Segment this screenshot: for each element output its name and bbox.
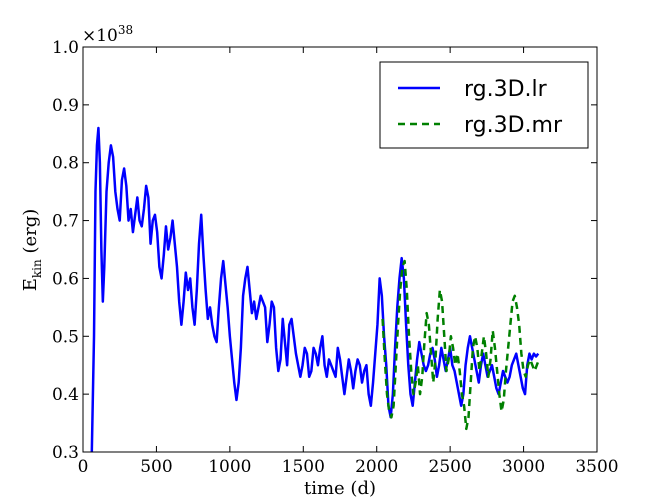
series-layer (90, 126, 541, 452)
y-tick-label: 0.6 (52, 269, 79, 289)
y-tick-label: 0.7 (52, 212, 79, 232)
x-tick-label: 1000 (208, 457, 251, 477)
legend-label-rg-3d-mr: rg.3D.mr (464, 113, 563, 138)
y-axis: 0.3 0.4 0.5 0.6 0.7 0.8 0.9 1.0 (52, 38, 597, 463)
x-axis-label: time (d) (304, 478, 376, 499)
y-tick-label: 0.9 (52, 96, 79, 116)
x-axis: 0 500 1000 1500 2000 2500 3000 3500 (78, 47, 619, 477)
y-tick-label: 0.4 (52, 385, 79, 405)
legend: rg.3D.lr rg.3D.mr (379, 61, 589, 149)
y-tick-label: 0.8 (52, 154, 79, 174)
y-tick-label: 0.5 (52, 327, 79, 347)
plot-frame (82, 46, 598, 453)
x-tick-label: 1500 (282, 457, 325, 477)
legend-label-rg-3d-lr: rg.3D.lr (464, 77, 548, 102)
x-tick-label: 0 (78, 457, 89, 477)
y-axis-label: Ekin (erg) (20, 209, 44, 292)
x-tick-label: 2500 (429, 457, 472, 477)
y-tick-label: 0.3 (52, 443, 79, 463)
y-tick-label: 1.0 (52, 38, 79, 58)
x-tick-label: 3000 (502, 457, 545, 477)
y-multiplier-exponent: 38 (118, 23, 133, 37)
y-multiplier: ×1038 (82, 23, 133, 46)
x-tick-label: 2000 (355, 457, 398, 477)
series-line-rg-3d-mr (381, 259, 541, 431)
y-axis-label-subscript: kin (30, 259, 44, 278)
y-axis-label-unit: (erg) (20, 209, 41, 260)
x-tick-label: 3500 (575, 457, 618, 477)
series-line-rg-3d-lr (90, 126, 540, 452)
legend-box (379, 61, 589, 149)
x-tick-label: 500 (140, 457, 172, 477)
